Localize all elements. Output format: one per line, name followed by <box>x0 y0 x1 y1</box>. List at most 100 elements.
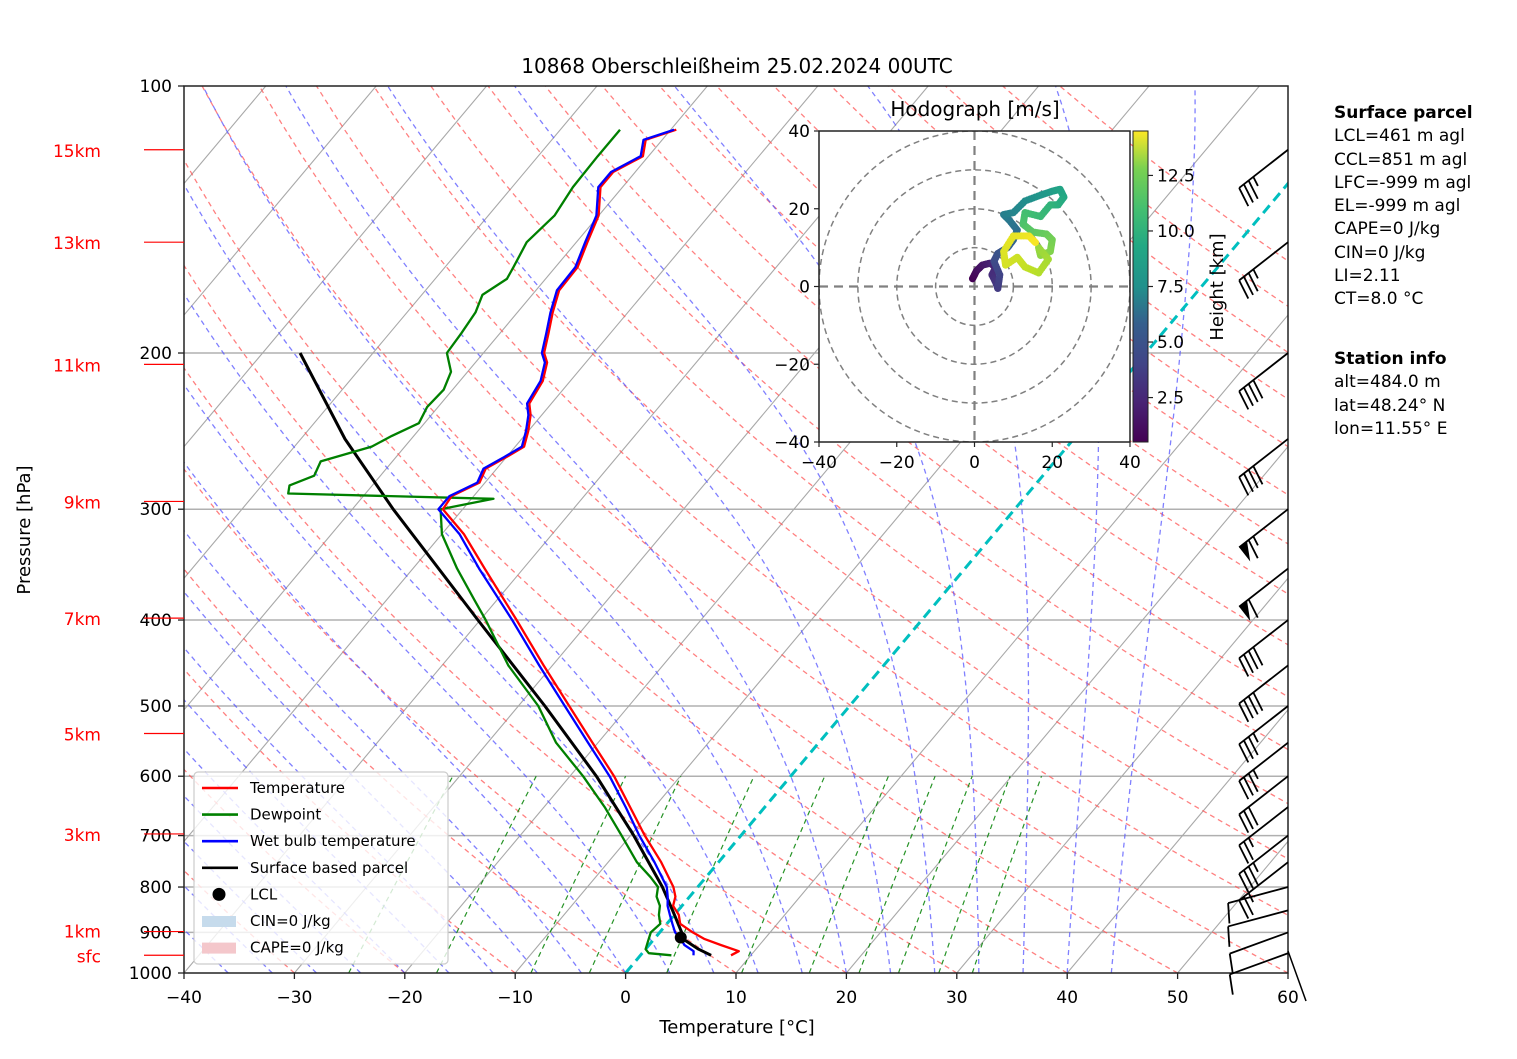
x-tick-label: 50 <box>1167 988 1189 1008</box>
wind-barb <box>1228 952 1289 995</box>
mixing-ratio-line <box>971 775 1043 973</box>
hodograph-y-tick-label: 40 <box>788 122 810 142</box>
mixing-ratio-line <box>666 775 755 973</box>
colorbar <box>1132 130 1149 443</box>
wind-barb <box>1227 909 1289 947</box>
x-axis-label: Temperature [°C] <box>658 1017 814 1038</box>
height-label: 15km <box>53 142 101 162</box>
legend-item: CAPE=0 J/kg <box>202 939 344 957</box>
height-label: 11km <box>53 356 101 376</box>
hodograph-x-tick-label: −20 <box>879 453 915 473</box>
wind-barb-surface <box>1287 950 1307 1002</box>
surface-parcel-panel: Surface parcel LCL=461 m agl CCL=851 m a… <box>1334 102 1473 312</box>
wind-barb <box>1227 886 1289 924</box>
li-value: LI=2.11 <box>1334 266 1401 287</box>
chart-title: 10868 Oberschleißheim 25.02.2024 00UTC <box>521 54 952 78</box>
hodograph-y-tick-label: −20 <box>774 355 810 375</box>
y-tick-label: 600 <box>140 767 172 787</box>
moist-adiabat <box>184 183 759 973</box>
height-labels: 15km 13km 11km 9km 7km 5km 3km 1km sfc <box>53 142 184 967</box>
cin-value: CIN=0 J/kg <box>1334 242 1426 263</box>
surface-parcel-heading: Surface parcel <box>1334 103 1473 123</box>
dry-adiabat <box>184 366 847 973</box>
legend: Temperature Dewpoint Wet bulb temperature S… <box>193 771 449 965</box>
dry-adiabat <box>373 86 1288 860</box>
hodograph-x-tick-label: 40 <box>1119 453 1141 473</box>
colorbar-tick-label: 2.5 <box>1157 389 1184 409</box>
legend-label: CAPE=0 J/kg <box>250 939 344 957</box>
height-label: sfc <box>77 947 101 967</box>
hodograph-x-tick-label: 20 <box>1041 453 1063 473</box>
station-lat: lat=48.24° N <box>1334 395 1446 416</box>
dry-adiabat <box>201 86 1178 973</box>
y-tick-label: 400 <box>140 611 172 631</box>
y-tick-label: 1000 <box>129 964 172 984</box>
legend-swatch <box>202 942 236 954</box>
moist-adiabat <box>184 529 582 973</box>
x-tick-label: 10 <box>725 988 747 1008</box>
wind-barb <box>1238 149 1289 207</box>
y-tick-label: 200 <box>140 344 172 364</box>
dry-adiabat <box>430 86 1288 805</box>
mixing-ratio-line <box>938 775 1011 973</box>
mixing-ratio-line <box>741 775 826 973</box>
height-label: 9km <box>64 493 101 513</box>
station-lon: lon=11.55° E <box>1334 418 1448 439</box>
wind-barb <box>1238 806 1289 864</box>
y-tick-label: 900 <box>140 923 172 943</box>
dry-adiabat <box>184 468 737 973</box>
x-tick-label: 20 <box>836 988 858 1008</box>
legend-label: Wet bulb temperature <box>250 832 416 850</box>
moist-adiabat <box>184 461 627 973</box>
mixing-ratio-line <box>530 775 627 973</box>
wind-barb <box>1238 741 1289 800</box>
wind-barb <box>1238 567 1289 621</box>
height-label: 5km <box>64 725 101 745</box>
isotherm-line <box>1066 708 1288 973</box>
x-tick-label: 60 <box>1277 988 1299 1008</box>
dry-adiabat <box>184 264 958 973</box>
mixing-ratio-line <box>808 775 889 973</box>
legend-label: LCL <box>250 885 278 903</box>
hodograph-x-tick-label: −40 <box>801 453 837 473</box>
lfc-value: LFC=-999 m agl <box>1334 172 1472 193</box>
dewpoint-line <box>287 128 672 957</box>
hodograph-y-tick-label: −40 <box>774 433 810 453</box>
legend-item: LCL <box>212 885 278 903</box>
y-tick-label: 100 <box>140 77 172 97</box>
isotherm-line <box>956 577 1288 973</box>
x-tick-label: 30 <box>946 988 968 1008</box>
x-tick-label: −20 <box>387 988 423 1008</box>
hodograph-ring <box>934 246 1015 327</box>
dry-adiabat <box>315 86 1288 916</box>
legend-swatch <box>212 887 226 901</box>
wind-barb <box>1238 352 1289 410</box>
wind-barb <box>1238 705 1289 763</box>
ct-value: CT=8.0 °C <box>1334 289 1424 310</box>
colorbar-tick-label: 7.5 <box>1157 278 1184 298</box>
height-label: 7km <box>64 610 101 630</box>
height-label: 3km <box>64 826 101 846</box>
hodograph-x-tick-label: 0 <box>969 453 980 473</box>
station-info-heading: Station info <box>1334 349 1447 369</box>
zero-degree-isotherm <box>624 181 1288 973</box>
isotherm-line <box>845 445 1288 973</box>
x-tick-label: −40 <box>166 988 202 1008</box>
wet-bulb-temperature-line <box>437 128 695 956</box>
legend-item: CIN=0 J/kg <box>202 912 331 930</box>
dry-adiabat <box>258 86 1288 973</box>
isotherm-line <box>184 86 598 580</box>
height-label: 1km <box>64 923 101 943</box>
el-value: EL=-999 m agl <box>1334 196 1461 217</box>
lcl-value: LCL=461 m agl <box>1334 126 1465 147</box>
legend-label: Dewpoint <box>250 806 321 824</box>
ccl-value: CCL=851 m agl <box>1334 149 1468 170</box>
x-tick-label: −10 <box>497 988 533 1008</box>
profiles <box>287 128 740 957</box>
legend-item: Wet bulb temperature <box>202 832 416 850</box>
station-info-panel: Station info alt=484.0 m lat=48.24° N lo… <box>1334 348 1447 441</box>
legend-label: Temperature <box>249 779 345 797</box>
legend-label: Surface based parcel <box>250 859 408 877</box>
y-tick-label: 800 <box>140 878 172 898</box>
mixing-ratio-line <box>588 775 682 973</box>
